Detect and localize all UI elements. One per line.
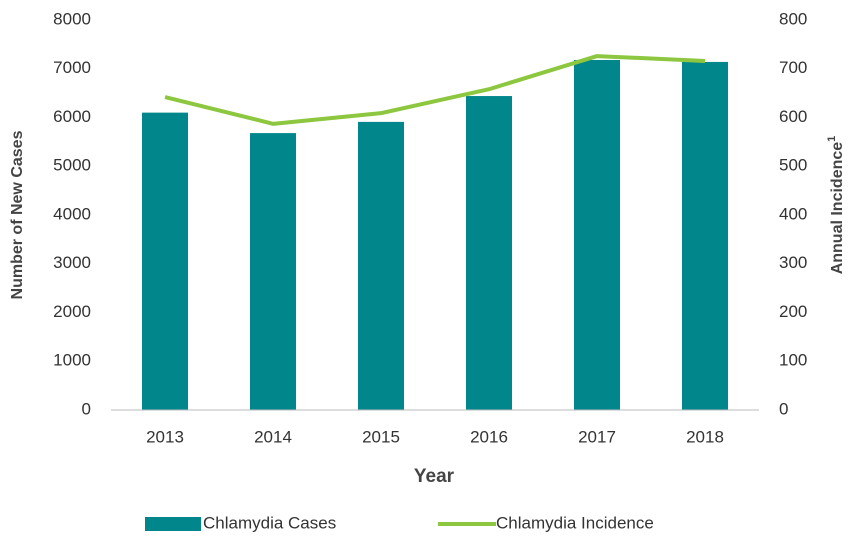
y-tick-label: 2000 — [53, 302, 91, 321]
y2-label-text: Annual Incidence — [829, 142, 846, 275]
x-axis-label: Year — [414, 466, 455, 487]
y-tick-label: 5000 — [53, 156, 91, 175]
x-tick-label: 2013 — [146, 427, 184, 446]
x-tick-label: 2016 — [470, 427, 508, 446]
y2-tick-label: 300 — [779, 253, 807, 272]
legend-label: Chlamydia Incidence — [496, 513, 654, 532]
bar — [466, 96, 512, 411]
x-tick-label: 2017 — [578, 427, 616, 446]
y-tick-label: 4000 — [53, 204, 91, 223]
y2-tick-label: 200 — [779, 302, 807, 321]
y-tick-label: 3000 — [53, 253, 91, 272]
y-axis-label: Number of New Cases — [9, 130, 26, 299]
y2-tick-label: 400 — [779, 204, 807, 223]
y2-tick-label: 600 — [779, 107, 807, 126]
y-tick-label: 7000 — [53, 58, 91, 77]
x-tick-label: 2015 — [362, 427, 400, 446]
y-tick-label: 8000 — [53, 9, 91, 28]
y2-tick-label: 100 — [779, 351, 807, 370]
line — [164, 54, 706, 126]
y-tick-label: 6000 — [53, 107, 91, 126]
y2-label-superscript: 1 — [826, 136, 838, 142]
legend-label: Chlamydia Cases — [203, 513, 336, 532]
bar — [682, 61, 728, 411]
bar — [358, 121, 404, 410]
y2-tick-label: 500 — [779, 156, 807, 175]
y2-tick-label: 0 — [779, 399, 788, 418]
bar — [250, 133, 296, 410]
x-tick-label: 2014 — [254, 427, 292, 446]
bar — [142, 112, 188, 410]
bar — [574, 59, 620, 410]
y-tick-label: 0 — [82, 399, 91, 418]
y-tick-label: 1000 — [53, 351, 91, 370]
x-tick-label: 2018 — [686, 427, 724, 446]
y2-tick-label: 800 — [779, 9, 807, 28]
y2-tick-label: 700 — [779, 58, 807, 77]
legend-swatch — [145, 517, 201, 531]
y2-axis-label: Annual Incidence1 — [826, 136, 846, 275]
